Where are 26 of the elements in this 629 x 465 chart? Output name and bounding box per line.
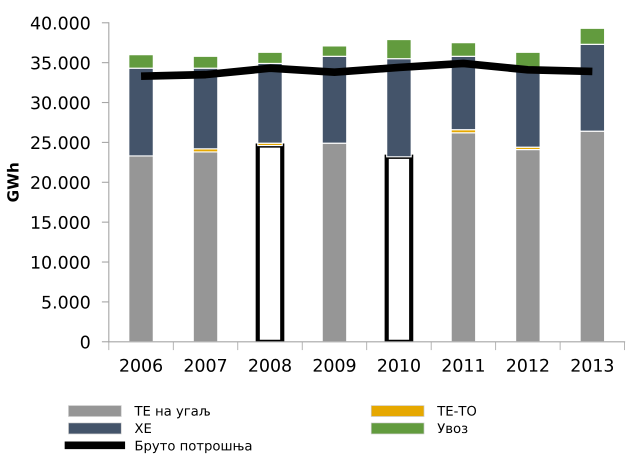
legend-label: Бруто потрошња bbox=[136, 440, 252, 454]
y-axis-title: GWh bbox=[6, 163, 19, 202]
bar bbox=[192, 151, 218, 342]
y-tick-label: 5.000 bbox=[42, 296, 90, 309]
x-tick-label: 2011 bbox=[442, 358, 484, 372]
bar bbox=[515, 149, 541, 342]
legend-label: Увоз bbox=[437, 423, 468, 434]
x-tick-label: 2012 bbox=[507, 358, 548, 372]
y-tick-label: 35.000 bbox=[31, 56, 90, 70]
y-tick-label: 40.000 bbox=[30, 16, 90, 30]
legend-label: ТЕ-ТО bbox=[437, 406, 476, 416]
x-tick-label: 2008 bbox=[249, 358, 291, 372]
y-tick-label: 30.000 bbox=[31, 96, 90, 110]
x-tick-label: 2007 bbox=[184, 358, 226, 372]
x-tick-label: 2010 bbox=[378, 358, 420, 372]
legend-label: ХЕ bbox=[134, 423, 151, 433]
y-tick-label: 10.000 bbox=[32, 256, 90, 269]
y-tick-label: 15.000 bbox=[32, 216, 90, 229]
legend-label: ТЕ на угаљ bbox=[134, 406, 210, 418]
bar bbox=[450, 132, 476, 342]
y-tick-label: 25.000 bbox=[31, 136, 90, 150]
x-tick-label: 2009 bbox=[314, 358, 356, 372]
x-tick-label: 2006 bbox=[120, 358, 162, 372]
y-tick-label: 0 bbox=[80, 335, 90, 349]
y-tick-label: 20.000 bbox=[31, 176, 90, 190]
x-tick-label: 2013 bbox=[572, 358, 614, 372]
